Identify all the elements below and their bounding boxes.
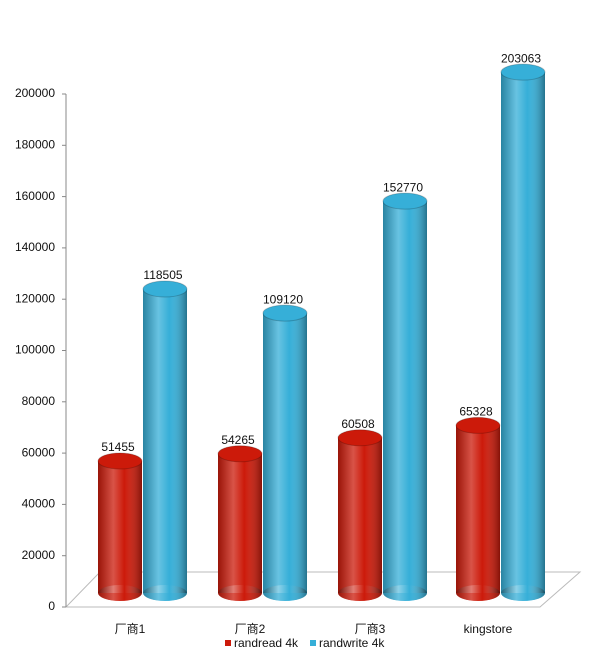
cylinder-shade <box>456 425 500 593</box>
y-tick-label: 200000 <box>15 86 55 100</box>
x-tick-label: 厂商2 <box>235 621 266 636</box>
cylinder-shade <box>143 289 187 593</box>
cylinder <box>217 445 263 601</box>
legend-label: randread 4k <box>234 636 299 650</box>
cylinder <box>337 429 383 601</box>
cylinder-shade <box>98 461 142 593</box>
cylinder-bottom-shade <box>218 585 262 601</box>
value-label: 109120 <box>263 292 303 306</box>
y-tick-label: 100000 <box>15 343 55 357</box>
cylinder-bottom-shade <box>501 585 545 601</box>
cylinder-top <box>217 445 263 463</box>
y-tick-label: 120000 <box>15 291 55 305</box>
value-label: 51455 <box>101 440 135 454</box>
cylinder-bottom-shade <box>143 585 187 601</box>
cylinder-top <box>382 192 428 210</box>
value-label: 118505 <box>143 268 182 282</box>
cylinder <box>500 63 546 601</box>
cylinder-top <box>262 304 308 322</box>
value-label: 54265 <box>221 433 255 447</box>
legend-swatch <box>225 640 231 646</box>
floor <box>64 571 582 608</box>
value-label: 60508 <box>341 417 375 431</box>
x-tick-label: kingstore <box>464 622 513 636</box>
value-label: 65328 <box>459 405 493 419</box>
y-tick-label: 180000 <box>15 137 55 151</box>
cylinder-shade <box>501 72 545 593</box>
cylinder-bottom-shade <box>263 585 307 601</box>
cylinder <box>382 192 428 601</box>
value-label: 203063 <box>501 51 541 65</box>
cylinder-shade <box>218 453 262 593</box>
cylinder <box>262 304 308 601</box>
cylinder-shade <box>263 313 307 593</box>
cylinder <box>97 452 143 601</box>
x-tick-label: 厂商1 <box>115 621 146 636</box>
legend-swatch <box>310 640 316 646</box>
cylinder <box>455 416 501 601</box>
cylinder-top <box>142 280 188 298</box>
cylinder-shade <box>338 437 382 593</box>
y-tick-label: 140000 <box>15 240 55 254</box>
x-tick-label: 厂商3 <box>355 621 386 636</box>
cylinder-top <box>500 63 546 81</box>
y-tick-label: 20000 <box>22 548 56 562</box>
cylinder-shade <box>383 201 427 593</box>
cylinder-top <box>97 452 143 470</box>
cylinder-bottom-shade <box>383 585 427 601</box>
cylinder-bottom-shade <box>456 585 500 601</box>
y-tick-label: 40000 <box>22 497 56 511</box>
y-tick-label: 80000 <box>22 394 56 408</box>
cylinder-bottom-shade <box>98 585 142 601</box>
y-tick-label: 60000 <box>22 445 56 459</box>
legend-label: randwrite 4k <box>319 636 385 650</box>
value-label: 152770 <box>383 180 423 194</box>
cylinder-top <box>455 416 501 434</box>
cylinder-top <box>337 429 383 447</box>
y-tick-label: 0 <box>48 599 55 613</box>
cylinder-bottom-shade <box>338 585 382 601</box>
y-tick-label: 160000 <box>15 189 55 203</box>
cylinder <box>142 280 188 601</box>
